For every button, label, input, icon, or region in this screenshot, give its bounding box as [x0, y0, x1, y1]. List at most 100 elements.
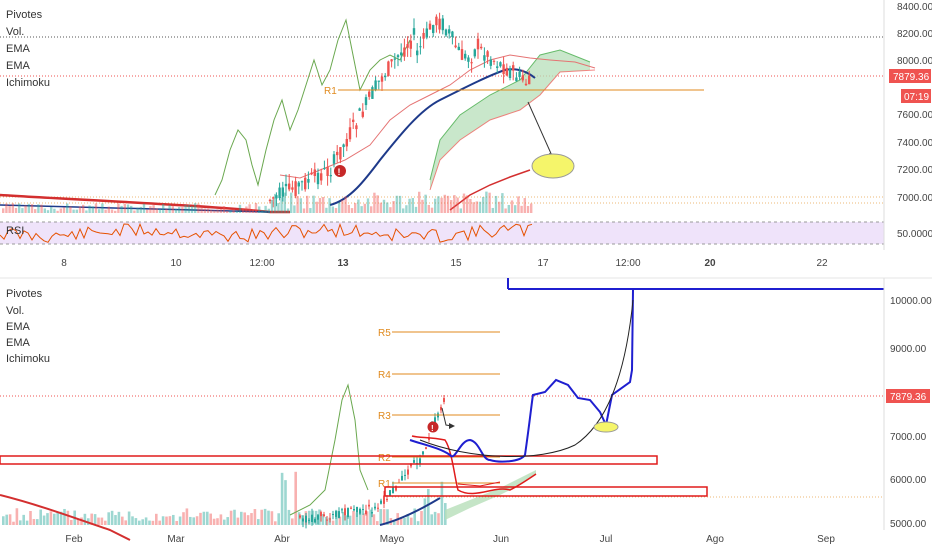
top-x-tick: 13: [337, 258, 349, 269]
bottom-y-tick: 6000.00: [890, 475, 927, 486]
volume-bar: [187, 204, 190, 213]
volume-bar: [482, 196, 485, 213]
volume-bar: [410, 517, 413, 525]
candle-body: [422, 451, 424, 455]
volume-bar: [134, 518, 138, 525]
candle-body: [425, 447, 427, 449]
bottom-ichimoku-cloud: [445, 470, 536, 520]
volume-bar: [478, 201, 482, 213]
candle-body: [515, 77, 518, 82]
candle-body: [377, 80, 380, 82]
legend-ema[interactable]: EMA: [6, 43, 31, 55]
candle-body: [329, 518, 331, 520]
bottom-x-tick: Abr: [274, 534, 290, 545]
volume-bar: [466, 195, 469, 213]
candle-body: [350, 507, 352, 509]
volume-bar: [293, 205, 296, 213]
top-y-tick: 7400.00: [897, 138, 932, 149]
candle-body: [393, 58, 396, 60]
legend-ema-2[interactable]: EMA: [6, 337, 31, 349]
candle-body: [470, 62, 473, 64]
volume-bar: [360, 206, 363, 213]
legend-pivots[interactable]: Pivotes: [6, 9, 43, 21]
top-price-badge-text: 7879.36: [893, 72, 930, 83]
top-y-tick: 8200.00: [897, 29, 932, 40]
top-indicator-legend[interactable]: Pivotes Vol. EMA EMA Ichimoku: [6, 9, 50, 89]
top-chart-panel[interactable]: R1 ! RSI 8 10 12:00 13 15 17 12:00 20 22…: [0, 0, 932, 269]
bottom-chikou: [289, 383, 369, 516]
volume-bar: [277, 513, 280, 525]
volume-bar: [421, 199, 424, 213]
legend-pivots[interactable]: Pivotes: [6, 288, 43, 300]
legend-ichimoku[interactable]: Ichimoku: [6, 353, 50, 365]
bottom-ema-blue: [379, 497, 441, 526]
bottom-x-tick: Jun: [493, 534, 509, 545]
candle-body: [326, 167, 329, 176]
red-projection-path: [411, 435, 537, 495]
candle-body: [386, 498, 388, 501]
pivot-r2-label: R2: [378, 453, 391, 464]
legend-ema-2[interactable]: EMA: [6, 60, 31, 72]
candle-body: [407, 469, 409, 475]
candle-body: [320, 173, 323, 181]
top-x-tick: 15: [450, 258, 462, 269]
candle-body: [496, 66, 499, 68]
top-price-axis[interactable]: 8400.00 8200.00 8000.00 7600.00 7400.00 …: [889, 2, 932, 240]
long-ema-red: [0, 193, 290, 214]
target-ellipse[interactable]: [531, 153, 575, 179]
candle-body: [410, 464, 412, 467]
volume-bar: [456, 197, 459, 213]
support-zone-box[interactable]: [384, 486, 708, 497]
candle-body: [368, 91, 371, 97]
candle-body: [307, 179, 310, 183]
volume-bar: [440, 481, 444, 525]
candle-body: [368, 504, 370, 507]
candle-body: [359, 508, 361, 514]
top-price-badge: [889, 69, 931, 83]
candle-body: [320, 512, 322, 517]
candle-body: [323, 168, 326, 170]
candle-body: [392, 487, 394, 494]
legend-ema[interactable]: EMA: [6, 321, 31, 333]
volume-bar: [523, 198, 526, 213]
volume-bar: [386, 202, 389, 213]
bottom-indicator-legend[interactable]: Pivotes Vol. EMA EMA Ichimoku: [6, 288, 50, 365]
legend-volume[interactable]: Vol.: [6, 305, 24, 317]
target-ellipse-small[interactable]: [593, 421, 619, 433]
bottom-chart-panel[interactable]: R5 R4 R3 R2 R1 !: [0, 278, 932, 545]
volume-bar: [331, 520, 335, 525]
bottom-x-tick: Jul: [600, 534, 613, 545]
volume-bar: [171, 205, 174, 213]
volume-bar: [297, 512, 301, 525]
candle-body: [317, 515, 319, 520]
volume-bar: [107, 512, 110, 525]
candle-body: [444, 29, 448, 36]
bottom-y-tick: 5000.00: [890, 519, 927, 530]
ichimoku-cloud: [430, 50, 590, 190]
rsi-axis-value: 50.0000: [897, 229, 932, 240]
volume-bar: [420, 511, 423, 525]
candle-body: [377, 507, 379, 509]
legend-ichimoku[interactable]: Ichimoku: [6, 77, 50, 89]
countdown-badge-text: 07:19: [904, 92, 929, 103]
candle-body: [451, 31, 454, 37]
volume-bar: [59, 208, 62, 213]
bottom-x-tick: Feb: [65, 534, 83, 545]
resistance-zone-box[interactable]: [0, 455, 658, 465]
volume-bar: [498, 201, 501, 213]
volume-bar: [206, 208, 210, 213]
volume-bar: [19, 520, 22, 525]
bottom-price-axis[interactable]: 10000.00 9000.00 7000.00 6000.00 5000.00…: [886, 296, 932, 530]
candle-body: [281, 187, 284, 197]
volume-bar: [83, 513, 87, 525]
candle-body: [374, 506, 376, 509]
volume-bar: [131, 516, 134, 525]
warning-icon[interactable]: [334, 165, 346, 177]
volume-bar: [91, 206, 94, 213]
candle-body: [302, 518, 304, 522]
candle-body: [345, 138, 348, 147]
volume-bar: [136, 207, 139, 213]
legend-volume[interactable]: Vol.: [6, 26, 24, 38]
warning-icon[interactable]: [427, 421, 439, 433]
